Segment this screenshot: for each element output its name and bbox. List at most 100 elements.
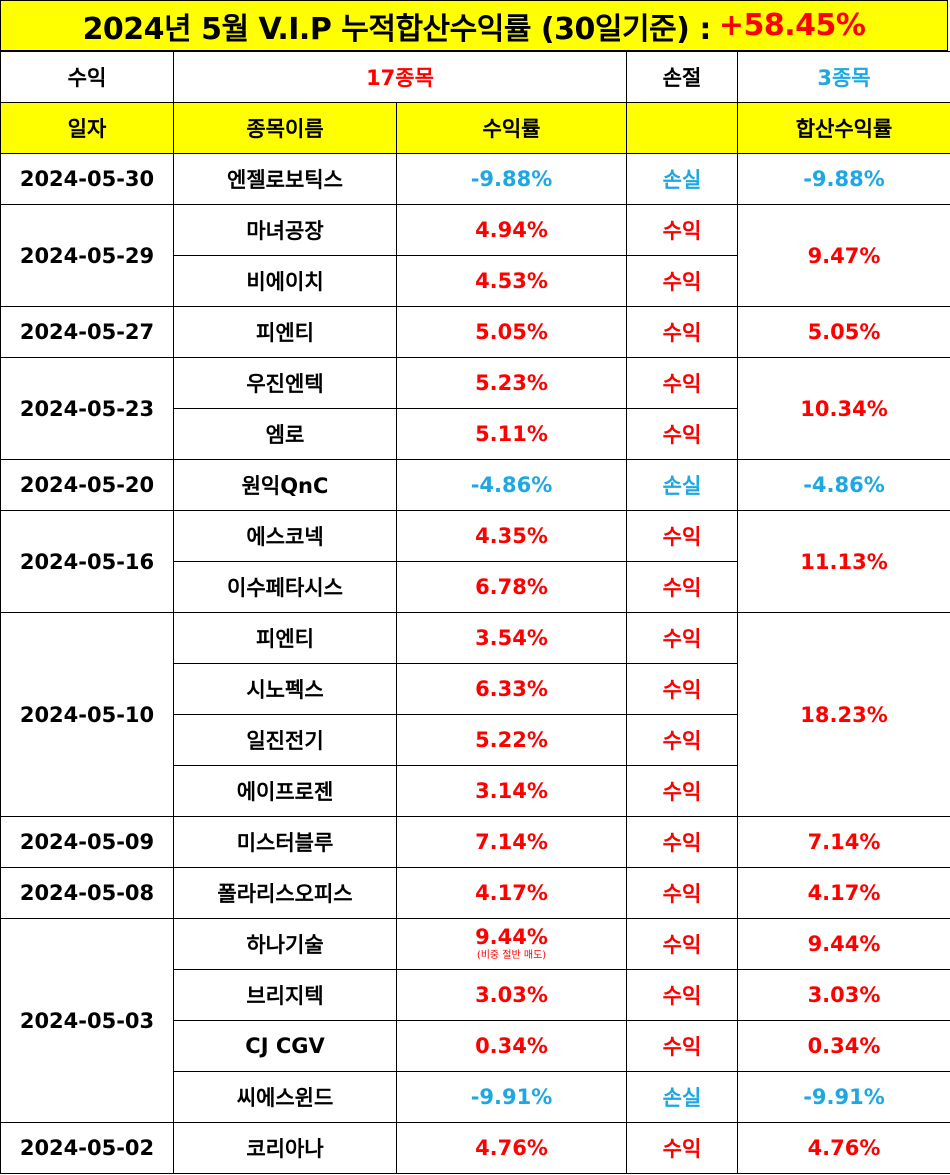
- stock-name: 원익QnC: [173, 459, 397, 511]
- return-cell: 5.05%: [396, 306, 627, 358]
- table-row: CJ CGV 0.34% 수익 0.34%: [1, 1020, 950, 1072]
- return-value: 7.14%: [475, 830, 548, 854]
- date-cell: 2024-05-16: [0, 510, 174, 613]
- date-cell: 2024-05-29: [0, 204, 174, 307]
- combined-cell: -9.88%: [737, 153, 950, 205]
- result-cell: 수익: [626, 306, 738, 358]
- result-cell: 손실: [626, 1071, 738, 1123]
- return-cell: 3.14%: [396, 765, 627, 817]
- combined-cell: 4.76%: [737, 1122, 950, 1174]
- combined-cell: 7.14%: [737, 816, 950, 868]
- stock-name: 코리아나: [173, 1122, 397, 1174]
- table-row: 에이프로젠 3.14% 수익: [1, 765, 950, 817]
- return-value: 4.94%: [475, 218, 548, 242]
- return-value: 4.35%: [475, 524, 548, 548]
- result-cell: 수익: [626, 612, 738, 664]
- return-value: -4.86%: [470, 473, 553, 497]
- date-cell: 2024-05-23: [0, 357, 174, 460]
- table-row: 비에이치 4.53% 수익: [1, 255, 950, 307]
- return-value: 3.54%: [475, 626, 548, 650]
- combined-cell: -4.86%: [737, 459, 950, 511]
- result-cell: 수익: [626, 1020, 738, 1072]
- header-combined: 합산수익률: [737, 102, 950, 154]
- stock-name: 에이프로젠: [173, 765, 397, 817]
- returns-table: 수익 17종목 손절 3종목 일자 종목이름 수익률 합산수익률 2024-05-30…: [0, 51, 950, 1174]
- date-cell: 2024-05-10: [0, 612, 174, 817]
- return-cell: 7.14%: [396, 816, 627, 868]
- stock-name: 씨에스윈드: [173, 1071, 397, 1123]
- result-cell: 손실: [626, 153, 738, 205]
- return-cell: -4.86%: [396, 459, 627, 511]
- table-row: 2024-05-29 마녀공장 4.94% 수익 9.47%: [0, 204, 950, 307]
- loss-count: 3종목: [737, 51, 950, 103]
- return-cell: -9.91%: [396, 1071, 627, 1123]
- table-row: 2024-05-27 피엔티 5.05% 수익 5.05%: [0, 306, 950, 358]
- date-cell: 2024-05-30: [0, 153, 174, 205]
- date-cell: 2024-05-03: [0, 918, 174, 1123]
- result-cell: 수익: [626, 765, 738, 817]
- return-cell: 5.23%: [396, 357, 627, 409]
- stock-name: 미스터블루: [173, 816, 397, 868]
- combined-cell: 0.34%: [737, 1020, 950, 1072]
- stock-name: 피엔티: [173, 306, 397, 358]
- table-row: 2024-05-09 미스터블루 7.14% 수익 7.14%: [0, 816, 950, 868]
- result-cell: 손실: [626, 459, 738, 511]
- return-cell: 3.03%: [396, 969, 627, 1021]
- table-row: 2024-05-03 하나기술 9.44% (비중 절반 매도) 수익 9.44%: [0, 918, 950, 1123]
- combined-cell: 9.44%: [737, 918, 950, 970]
- result-cell: 수익: [626, 663, 738, 715]
- header-date: 일자: [0, 102, 174, 154]
- return-value: 5.22%: [475, 728, 548, 752]
- result-cell: 수익: [626, 918, 738, 970]
- combined-cell: -9.91%: [737, 1071, 950, 1123]
- return-value: 6.78%: [475, 575, 548, 599]
- return-cell: 4.76%: [396, 1122, 627, 1174]
- stock-name: 엠로: [173, 408, 397, 460]
- stock-name: 우진엔텍: [173, 357, 397, 409]
- return-cell: 5.22%: [396, 714, 627, 766]
- table-row: 2024-05-30 엔젤로보틱스 -9.88% 손실 -9.88%: [0, 153, 950, 205]
- return-cell: 9.44% (비중 절반 매도): [396, 918, 627, 970]
- result-cell: 수익: [626, 204, 738, 256]
- result-cell: 수익: [626, 714, 738, 766]
- return-value: 3.03%: [475, 983, 548, 1007]
- stock-name: 폴라리스오피스: [173, 867, 397, 919]
- return-value: 3.14%: [475, 779, 548, 803]
- stock-name: 피엔티: [173, 612, 397, 664]
- combined-cell: 3.03%: [737, 969, 950, 1021]
- table-row: 2024-05-10 피엔티 3.54% 수익 18.23%: [0, 612, 950, 817]
- result-cell: 수익: [626, 969, 738, 1021]
- return-cell: 0.34%: [396, 1020, 627, 1072]
- table-row: 2024-05-08 폴라리스오피스 4.17% 수익 4.17%: [0, 867, 950, 919]
- return-value: 4.17%: [475, 881, 548, 905]
- return-note: (비중 절반 매도): [476, 950, 547, 961]
- combined-cell: 9.47%: [737, 204, 950, 307]
- combined-cell: 10.34%: [737, 357, 950, 460]
- profit-label: 수익: [0, 51, 174, 103]
- stock-name: 시노펙스: [173, 663, 397, 715]
- header-stock: 종목이름: [173, 102, 397, 154]
- return-value: -9.91%: [470, 1085, 553, 1109]
- return-value: 5.11%: [475, 422, 548, 446]
- date-cell: 2024-05-09: [0, 816, 174, 868]
- table-row: 씨에스윈드 -9.91% 손실 -9.91%: [1, 1071, 950, 1123]
- result-cell: 수익: [626, 867, 738, 919]
- return-value: 0.34%: [475, 1034, 548, 1058]
- stock-name: 에스코넥: [173, 510, 397, 562]
- stock-name: 하나기술: [173, 918, 397, 970]
- stock-name: 브리지텍: [173, 969, 397, 1021]
- total-return: +58.45%: [718, 8, 866, 43]
- result-cell: 수익: [626, 561, 738, 613]
- header-return: 수익률: [396, 102, 627, 154]
- table-row: 2024-05-02 코리아나 4.76% 수익 4.76%: [0, 1122, 950, 1174]
- stock-name: 일진전기: [173, 714, 397, 766]
- date-cell: 2024-05-20: [0, 459, 174, 511]
- return-cell: 4.17%: [396, 867, 627, 919]
- return-value: 9.44%: [475, 925, 548, 949]
- result-cell: 수익: [626, 357, 738, 409]
- report-title: 2024년 5월 V.I.P 누적합산수익률 (30일기준) : +58.45%: [0, 0, 948, 51]
- stock-name: 엔젤로보틱스: [173, 153, 397, 205]
- result-cell: 수익: [626, 408, 738, 460]
- date-cell: 2024-05-08: [0, 867, 174, 919]
